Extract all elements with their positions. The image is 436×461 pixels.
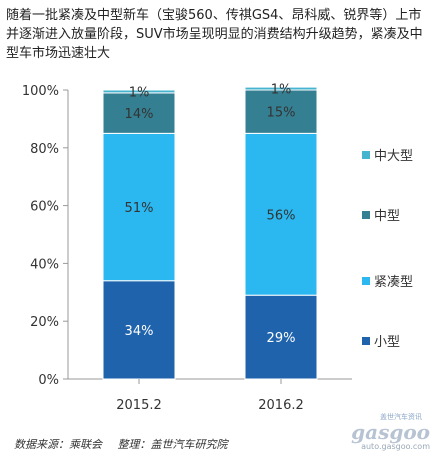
watermark-logo: 盖世汽车资讯 gasgoo auto.gasgoo.com — [334, 412, 430, 456]
bar-data-label: 14% — [125, 107, 154, 122]
legend-swatch — [362, 277, 370, 285]
legend-label: 小型 — [374, 335, 400, 350]
watermark-small-text: 盖世汽车资讯 — [380, 413, 422, 421]
bar-segment — [102, 92, 176, 134]
x-tick-label: 2015.2 — [116, 398, 162, 413]
bar-data-label: 15% — [267, 106, 296, 121]
watermark-url: auto.gasgoo.com — [361, 442, 430, 451]
bar-data-label: 51% — [125, 201, 154, 216]
bar-segment — [244, 86, 318, 91]
bar-data-label: 1% — [271, 83, 292, 98]
source-note: 数据来源：乘联会 — [14, 438, 102, 451]
bar-data-label: 34% — [125, 324, 154, 339]
bar-segment — [102, 132, 176, 282]
compiler-note: 整理：盖世汽车研究院 — [117, 438, 228, 451]
y-tick-label: 0% — [38, 373, 59, 388]
x-tick-label: 2016.2 — [258, 398, 304, 413]
bar-data-label: 29% — [267, 331, 296, 346]
y-tick-label: 60% — [30, 200, 59, 215]
legend-label: 中型 — [374, 209, 400, 224]
bar-data-label: 1% — [129, 85, 150, 100]
legend-swatch — [362, 151, 370, 159]
watermark-brand: gasgoo — [351, 420, 430, 444]
bar-segment — [102, 280, 176, 380]
legend-swatch — [362, 337, 370, 345]
y-tick-label: 100% — [22, 84, 59, 99]
y-tick-label: 40% — [30, 257, 59, 272]
legend-label: 紧凑型 — [374, 275, 413, 290]
bar-segment — [244, 132, 318, 296]
bar-segment — [244, 89, 318, 134]
footer: 数据来源：乘联会 整理：盖世汽车研究院 — [14, 436, 240, 452]
legend-swatch — [362, 211, 370, 219]
intro-text: 随着一批紧凑及中型新车（宝骏560、传祺GS4、昂科威、锐界等）上市并逐渐进入放… — [6, 8, 423, 61]
bar-segment — [244, 294, 318, 380]
y-tick-label: 20% — [30, 315, 59, 330]
legend-label: 中大型 — [374, 149, 413, 164]
y-tick-label: 80% — [30, 142, 59, 157]
bar-segment — [102, 89, 176, 94]
bar-data-label: 56% — [267, 208, 296, 223]
